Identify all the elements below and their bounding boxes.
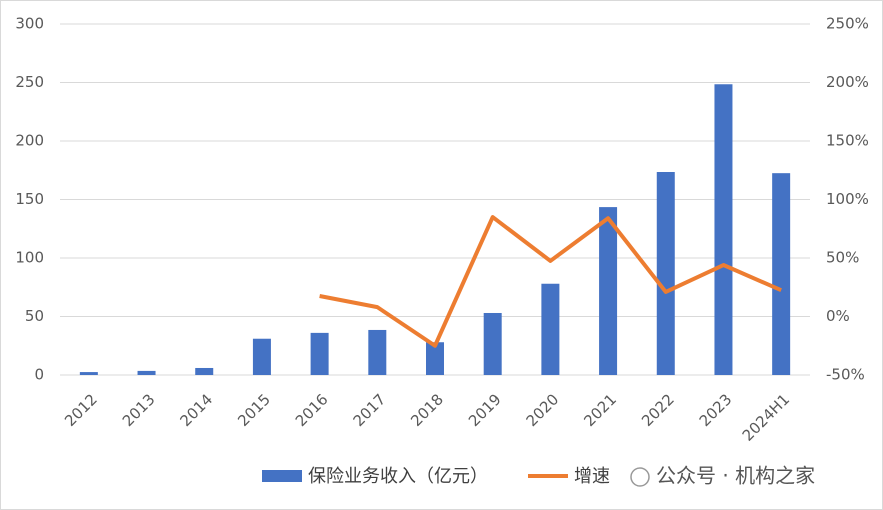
legend-label: 增速 bbox=[574, 466, 610, 487]
y2-tick-label: -50% bbox=[826, 366, 865, 384]
y2-tick-label: 50% bbox=[826, 249, 859, 267]
bar bbox=[714, 84, 733, 375]
bar bbox=[368, 329, 387, 375]
bar bbox=[195, 367, 214, 375]
bar bbox=[79, 372, 98, 375]
y-tick-label: 50 bbox=[25, 307, 44, 325]
bar bbox=[426, 342, 444, 375]
y2-tick-label: 150% bbox=[826, 132, 869, 150]
y2-tick-label: 200% bbox=[826, 73, 869, 91]
bar bbox=[599, 207, 618, 375]
y-tick-label: 150 bbox=[15, 190, 44, 208]
bar bbox=[483, 312, 502, 375]
bar bbox=[656, 172, 675, 375]
y-tick-label: 300 bbox=[15, 15, 44, 33]
y-tick-label: 250 bbox=[15, 73, 44, 91]
bar bbox=[310, 332, 329, 375]
bar bbox=[772, 173, 791, 375]
y-tick-label: 200 bbox=[15, 132, 44, 150]
y-tick-label: 0 bbox=[34, 366, 44, 384]
bar bbox=[137, 370, 156, 375]
legend-swatch bbox=[262, 470, 302, 482]
line bbox=[319, 215, 782, 348]
legend-label: 保险业务收入（亿元） bbox=[308, 466, 488, 487]
y2-tick-label: 100% bbox=[826, 190, 869, 208]
bar bbox=[541, 283, 560, 375]
watermark-icon bbox=[630, 467, 650, 487]
bar bbox=[252, 338, 271, 375]
watermark: 公众号 · 机构之家 bbox=[656, 464, 815, 488]
y2-tick-label: 250% bbox=[826, 15, 869, 33]
y-tick-label: 100 bbox=[15, 249, 44, 267]
y2-tick-label: 0% bbox=[826, 307, 850, 325]
